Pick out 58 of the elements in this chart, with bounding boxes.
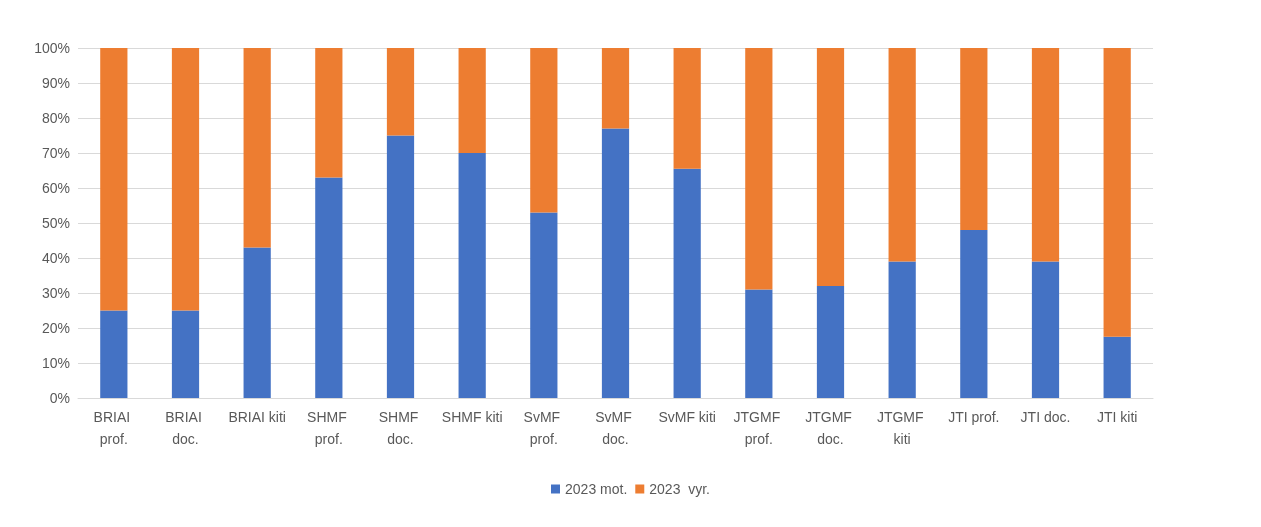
bar — [1103, 336, 1131, 398]
bar — [243, 48, 271, 248]
bar — [673, 168, 701, 398]
x-tick-label: BRIAI doc. — [165, 409, 206, 447]
bar — [100, 310, 128, 398]
bar — [601, 128, 630, 398]
x-tick-label: SvMF prof. — [523, 409, 565, 447]
bar — [315, 177, 343, 398]
bar — [386, 48, 415, 136]
legend-label: 2023 mot. — [565, 481, 628, 497]
x-tick-label: SHMF prof. — [307, 409, 351, 447]
bar — [960, 48, 988, 230]
x-tick-label: JTI prof. — [948, 409, 1000, 425]
bar — [888, 48, 916, 262]
x-tick-label: JTGMF kiti — [876, 409, 928, 447]
bar — [745, 48, 773, 290]
x-tick-label: JTI kiti — [1096, 409, 1138, 425]
x-tick-label: JTGMF prof. — [733, 409, 785, 447]
x-tick-label: BRIAI prof. — [93, 409, 135, 447]
bar — [458, 48, 486, 153]
y-tick-label: 50% — [41, 215, 70, 231]
x-tick-label: JTI doc. — [1020, 409, 1071, 425]
x-tick-label: SvMF doc. — [595, 409, 636, 447]
bar — [171, 48, 200, 311]
bar — [530, 48, 558, 213]
y-tick-label: 60% — [41, 180, 70, 196]
bar — [243, 247, 271, 398]
x-tick-label: SvMF kiti — [658, 409, 716, 425]
bar — [1103, 48, 1131, 337]
bar — [530, 212, 558, 398]
x-tick-label: BRIAI kiti — [228, 409, 286, 425]
x-tick-label: JTGMF doc. — [805, 409, 856, 447]
bar — [100, 48, 128, 311]
y-tick-label: 90% — [41, 75, 70, 91]
bar — [816, 286, 845, 398]
bar — [171, 310, 200, 398]
x-tick-label: SHMF doc. — [378, 409, 423, 447]
bar — [1031, 48, 1060, 262]
bar — [673, 48, 701, 169]
y-tick-label: 100% — [34, 40, 70, 56]
y-tick-label: 10% — [41, 355, 70, 371]
bar — [1031, 261, 1060, 398]
bar — [745, 289, 773, 398]
bar — [888, 261, 916, 398]
y-tick-label: 80% — [41, 110, 70, 126]
y-tick-label: 20% — [41, 320, 70, 336]
bar — [601, 48, 630, 129]
y-tick-label: 0% — [49, 390, 70, 406]
legend-label: 2023 vyr. — [649, 481, 710, 497]
x-tick-label: SHMF kiti — [441, 409, 503, 425]
y-tick-label: 70% — [41, 145, 70, 161]
y-tick-label: 30% — [41, 285, 70, 301]
bar — [458, 153, 486, 398]
y-tick-label: 40% — [41, 250, 70, 266]
bar — [315, 48, 343, 178]
bar — [960, 230, 988, 398]
bar — [386, 135, 415, 398]
bar — [816, 48, 845, 286]
